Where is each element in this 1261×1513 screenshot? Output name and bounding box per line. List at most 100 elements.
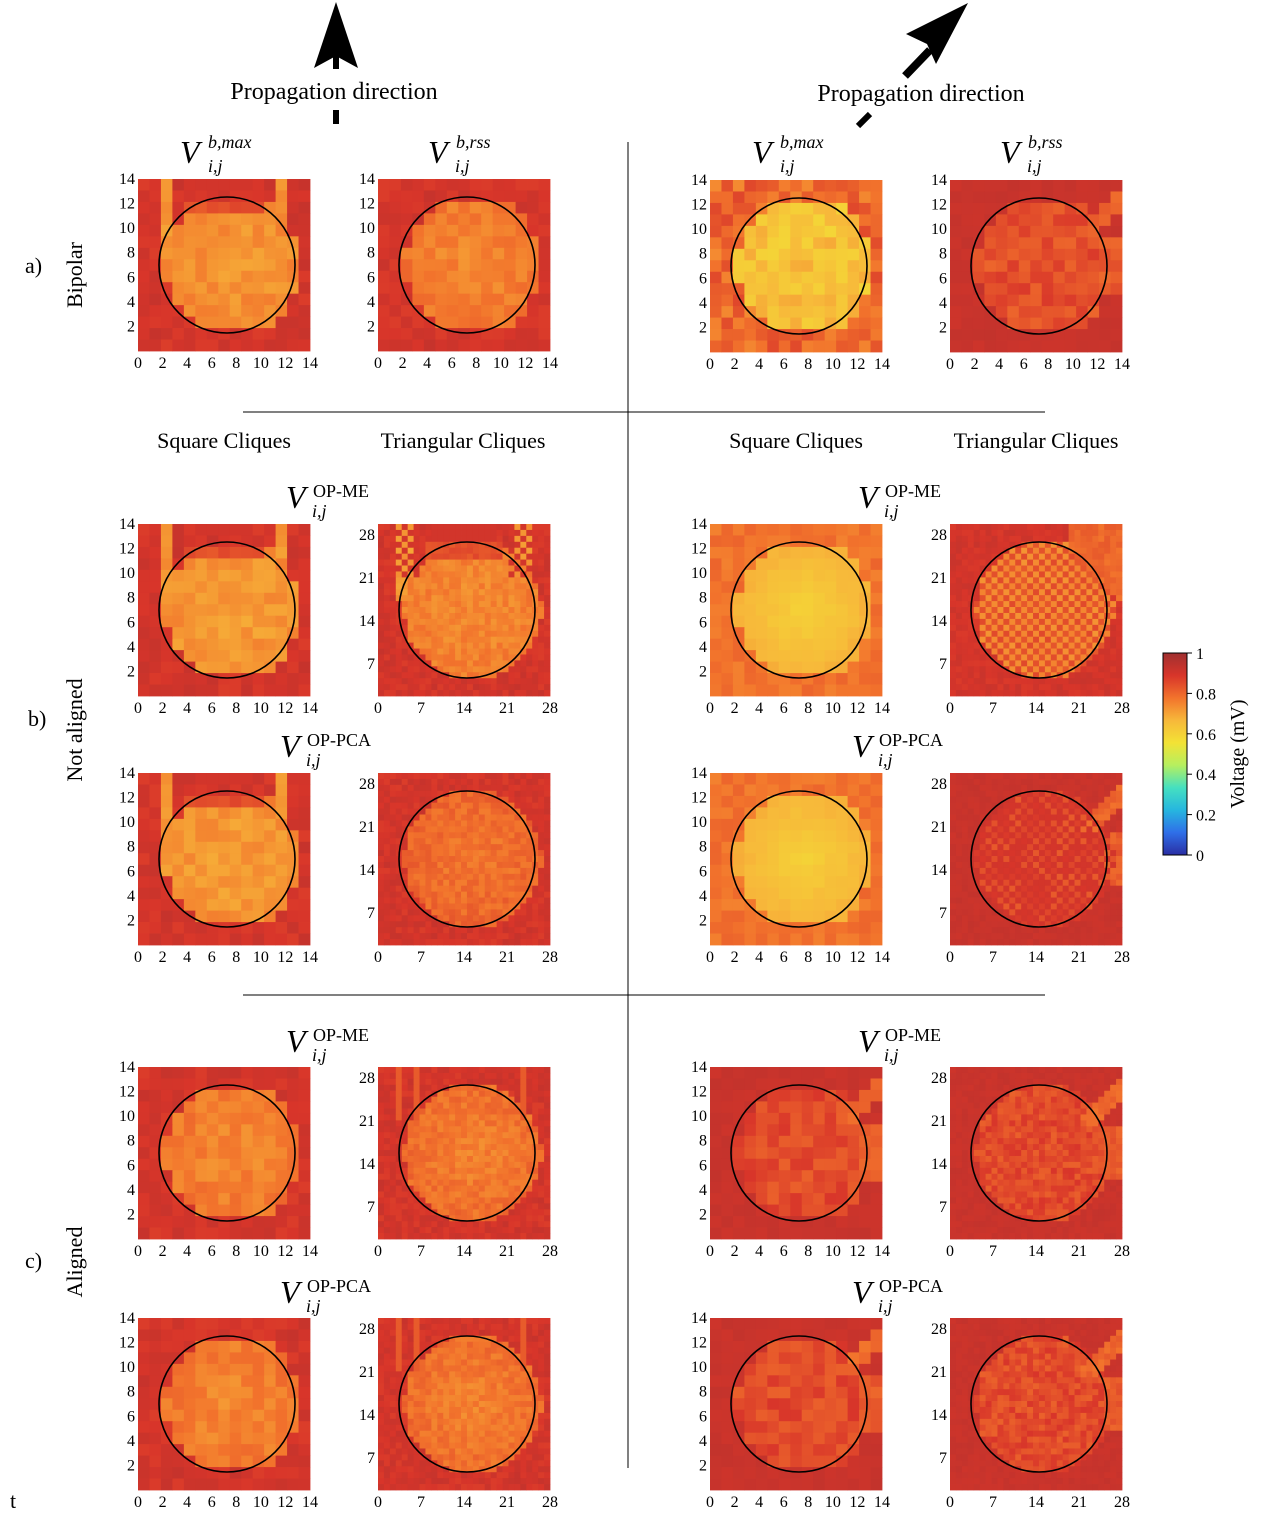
heatmap-cell [836, 558, 848, 571]
heatmap-cell [466, 559, 474, 566]
heatmap-cell [985, 547, 992, 555]
heatmap-cell [824, 329, 837, 341]
heatmap-cell [407, 541, 414, 549]
heatmap-cell [264, 213, 276, 226]
heatmap-cell [206, 933, 219, 946]
heatmap-cell [195, 795, 208, 808]
heatmap-cell [1018, 191, 1031, 204]
heatmap-cell [455, 820, 462, 827]
heatmap-cell [1098, 547, 1105, 555]
heatmap-cell [538, 666, 545, 673]
heatmap-cell [538, 601, 545, 608]
heatmap-cell [544, 903, 551, 910]
heatmap-cell [1104, 796, 1111, 804]
heatmap-cell [1027, 660, 1034, 667]
heatmap-cell [967, 559, 975, 566]
heatmap-cell [967, 541, 975, 549]
heatmap-cell [979, 524, 986, 531]
heatmap-cell [836, 225, 848, 238]
x-tick-label: 2 [159, 949, 167, 966]
heatmap-cell [449, 524, 456, 531]
heatmap-cell [1074, 796, 1081, 804]
heatmap-cell [1038, 583, 1046, 590]
heatmap-cell [138, 899, 150, 911]
heatmap-cell [149, 581, 162, 594]
heatmap-cell [172, 773, 185, 785]
heatmap-cell [431, 565, 438, 572]
heatmap-cell [484, 577, 492, 584]
heatmap-cell [955, 790, 963, 798]
heatmap-cell [859, 830, 871, 843]
heatmap-cell [412, 293, 425, 306]
heatmap-cell [1062, 654, 1070, 661]
heatmap-cell [478, 856, 486, 863]
heatmap-cell [847, 922, 860, 934]
heatmap-cell [526, 885, 533, 893]
heatmap-cell [1087, 260, 1100, 273]
heatmap-cell [461, 559, 468, 566]
heatmap-cell [378, 282, 390, 295]
heatmap-cell [801, 214, 814, 227]
heatmap-cell [767, 569, 780, 582]
heatmap-cell [520, 636, 527, 644]
heatmap-cell [514, 873, 521, 881]
heatmap-cell [1064, 306, 1077, 318]
heatmap-cell [1044, 773, 1052, 780]
heatmap-cell [813, 887, 826, 900]
heatmap-cell [1044, 844, 1052, 851]
heatmap-cell [790, 807, 803, 820]
heatmap-cell [458, 213, 471, 226]
heatmap-cell [496, 577, 503, 584]
heatmap-cell [985, 541, 992, 549]
heatmap-cell [961, 630, 969, 638]
heatmap-cell [275, 784, 288, 797]
heatmap-cell [1068, 672, 1075, 679]
heatmap-cell [508, 927, 515, 934]
x-tick-label: 4 [183, 355, 191, 372]
heatmap-cell [859, 899, 871, 911]
heatmap-cell [419, 873, 426, 881]
heatmap-cell [801, 271, 814, 284]
heatmap-cell [1009, 589, 1016, 596]
heatmap-cell [229, 830, 242, 843]
heatmap-cell [520, 921, 527, 928]
heatmap-cell [950, 648, 957, 655]
heatmap-cell [824, 180, 837, 192]
heatmap-cell [508, 654, 515, 661]
heatmap-cell [461, 583, 468, 590]
heatmap-cell [1116, 589, 1123, 596]
heatmap-cell [492, 224, 505, 237]
heatmap-cell [472, 559, 480, 566]
heatmap-cell [1074, 660, 1081, 667]
heatmap-cell [1110, 294, 1123, 307]
heatmap-cell [508, 612, 515, 620]
heatmap-cell [710, 887, 722, 900]
heatmap-cell [997, 595, 1004, 602]
heatmap-cell [383, 921, 391, 928]
heatmap-cell [950, 607, 957, 614]
heatmap-cell [1021, 778, 1028, 786]
heatmap-cell [389, 867, 397, 875]
heatmap-cell [955, 820, 963, 827]
region-circle [158, 541, 296, 679]
heatmap-cell [229, 259, 242, 272]
heatmap-cell [710, 225, 722, 238]
heatmap-cell [401, 678, 409, 685]
heatmap-cell [466, 684, 474, 691]
heatmap-cell [383, 808, 391, 815]
heatmap-cell [378, 201, 390, 214]
heatmap-cell [275, 328, 288, 340]
heatmap-cell [1068, 601, 1075, 608]
heatmap-cell [437, 915, 444, 922]
heatmap-cell [1009, 826, 1016, 833]
heatmap-cell [801, 661, 814, 674]
heatmap-cell [1033, 565, 1040, 572]
heatmap-cell [824, 317, 837, 330]
heatmap-cell [138, 638, 150, 651]
heatmap-cell [778, 830, 791, 843]
heatmap-cell [241, 524, 254, 536]
heatmap-cell [287, 933, 299, 946]
heatmap-cell [721, 661, 734, 674]
heatmap-cell [859, 546, 871, 559]
heatmap-cell [985, 601, 992, 608]
